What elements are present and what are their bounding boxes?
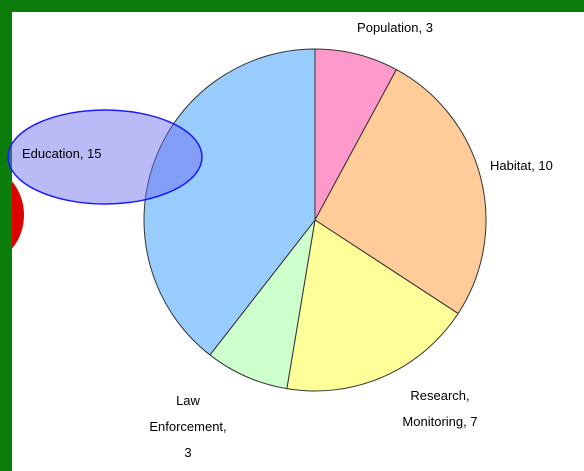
pie (143, 48, 487, 392)
label-line: Research, (410, 388, 469, 403)
label-line: Monitoring, 7 (402, 414, 477, 429)
slice-label: Research, Monitoring, 7 (402, 388, 477, 429)
label-line: Habitat, 10 (490, 158, 553, 173)
slide-border-left (0, 0, 12, 471)
slice-label: Habitat, 10 (490, 158, 553, 173)
label-line: Education, 15 (22, 146, 102, 161)
label-line: Population, 3 (357, 20, 433, 35)
highlight-ellipse (7, 109, 203, 205)
pie-slice (143, 48, 316, 356)
slice-label: Education, 15 (22, 146, 102, 161)
pie-slice (286, 219, 459, 392)
label-line: Law (176, 393, 200, 408)
pie-slice (314, 68, 487, 315)
label-line: Enforcement, (149, 419, 226, 434)
labels: Population, 3 Habitat, 10 Research, Monitor… (22, 20, 553, 460)
slice-label: Population, 3 (357, 20, 433, 35)
slice-label: Law Enforcement, 3 (149, 393, 226, 460)
label-line: 3 (184, 445, 191, 460)
